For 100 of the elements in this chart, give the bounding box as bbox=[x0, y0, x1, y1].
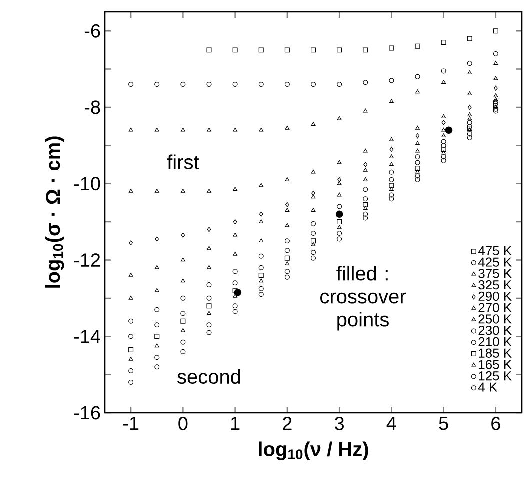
point bbox=[494, 76, 498, 80]
point bbox=[389, 178, 394, 183]
point bbox=[493, 108, 498, 114]
point bbox=[441, 40, 446, 46]
point bbox=[337, 82, 342, 88]
point bbox=[468, 70, 472, 75]
point bbox=[441, 68, 446, 74]
point bbox=[467, 132, 472, 137]
point bbox=[363, 108, 368, 113]
point bbox=[285, 202, 290, 208]
point bbox=[363, 178, 368, 182]
point bbox=[154, 364, 160, 370]
point bbox=[363, 187, 368, 192]
point bbox=[415, 74, 420, 80]
point bbox=[311, 231, 316, 236]
point bbox=[154, 288, 160, 292]
point bbox=[232, 280, 238, 286]
point bbox=[389, 46, 394, 51]
point bbox=[363, 216, 368, 221]
point bbox=[128, 347, 134, 352]
legend-label: 125 K bbox=[479, 371, 512, 381]
point bbox=[363, 148, 368, 153]
point bbox=[129, 240, 134, 246]
point bbox=[363, 196, 368, 202]
point bbox=[311, 48, 316, 53]
point bbox=[336, 210, 344, 218]
point bbox=[206, 48, 212, 53]
point bbox=[180, 188, 186, 193]
point bbox=[416, 170, 420, 174]
point bbox=[180, 296, 186, 301]
point bbox=[467, 36, 472, 42]
point bbox=[154, 82, 160, 88]
point bbox=[233, 187, 238, 191]
point bbox=[233, 232, 238, 237]
point bbox=[285, 178, 290, 182]
legend-label: 325 K bbox=[478, 280, 512, 290]
point bbox=[389, 187, 394, 191]
x-axis-title: log$_{10}$(ν / Hz) bbox=[259, 442, 368, 460]
point bbox=[180, 278, 186, 283]
annotation: filled : crossover points bbox=[320, 266, 406, 331]
point bbox=[468, 92, 472, 96]
point bbox=[441, 143, 446, 148]
point bbox=[259, 220, 264, 224]
point bbox=[311, 194, 316, 199]
point bbox=[259, 128, 264, 132]
point bbox=[442, 80, 446, 84]
point bbox=[390, 146, 394, 152]
point bbox=[154, 355, 160, 360]
point bbox=[416, 126, 420, 130]
point bbox=[389, 78, 394, 84]
point bbox=[128, 357, 134, 361]
point bbox=[363, 80, 368, 86]
point bbox=[468, 116, 472, 120]
point bbox=[232, 82, 238, 88]
point bbox=[337, 204, 342, 210]
point bbox=[493, 99, 498, 104]
point bbox=[415, 174, 420, 179]
point bbox=[207, 246, 212, 250]
point bbox=[181, 232, 186, 238]
point bbox=[389, 154, 394, 159]
point bbox=[441, 158, 446, 164]
point bbox=[285, 223, 290, 228]
point bbox=[311, 208, 316, 212]
point bbox=[311, 256, 316, 261]
point bbox=[363, 168, 368, 172]
point bbox=[468, 128, 472, 132]
point bbox=[284, 82, 290, 88]
y-tick-label: -8 bbox=[84, 100, 100, 114]
point bbox=[154, 307, 160, 312]
point bbox=[416, 134, 420, 139]
point bbox=[154, 128, 160, 132]
point bbox=[441, 146, 446, 152]
point bbox=[154, 188, 160, 193]
point bbox=[128, 188, 134, 193]
point bbox=[206, 330, 212, 336]
point bbox=[442, 120, 446, 126]
point bbox=[494, 97, 498, 102]
point bbox=[442, 134, 446, 138]
point bbox=[128, 273, 134, 277]
point bbox=[258, 286, 264, 292]
point bbox=[258, 48, 264, 53]
legend-label: 185 K bbox=[479, 348, 512, 358]
legend-label: 250 K bbox=[478, 314, 512, 324]
point bbox=[389, 137, 394, 142]
point bbox=[311, 242, 316, 246]
point bbox=[128, 128, 134, 132]
point bbox=[441, 154, 446, 160]
point bbox=[284, 238, 290, 244]
point bbox=[258, 265, 264, 270]
point bbox=[363, 48, 368, 53]
point bbox=[206, 304, 212, 309]
point bbox=[207, 227, 212, 232]
point bbox=[154, 334, 160, 340]
point bbox=[311, 122, 316, 126]
point bbox=[311, 170, 316, 174]
point bbox=[493, 28, 498, 34]
annotation: second bbox=[178, 369, 240, 384]
point bbox=[180, 340, 186, 345]
point bbox=[259, 183, 264, 188]
legend-label: 4 K bbox=[478, 382, 498, 392]
